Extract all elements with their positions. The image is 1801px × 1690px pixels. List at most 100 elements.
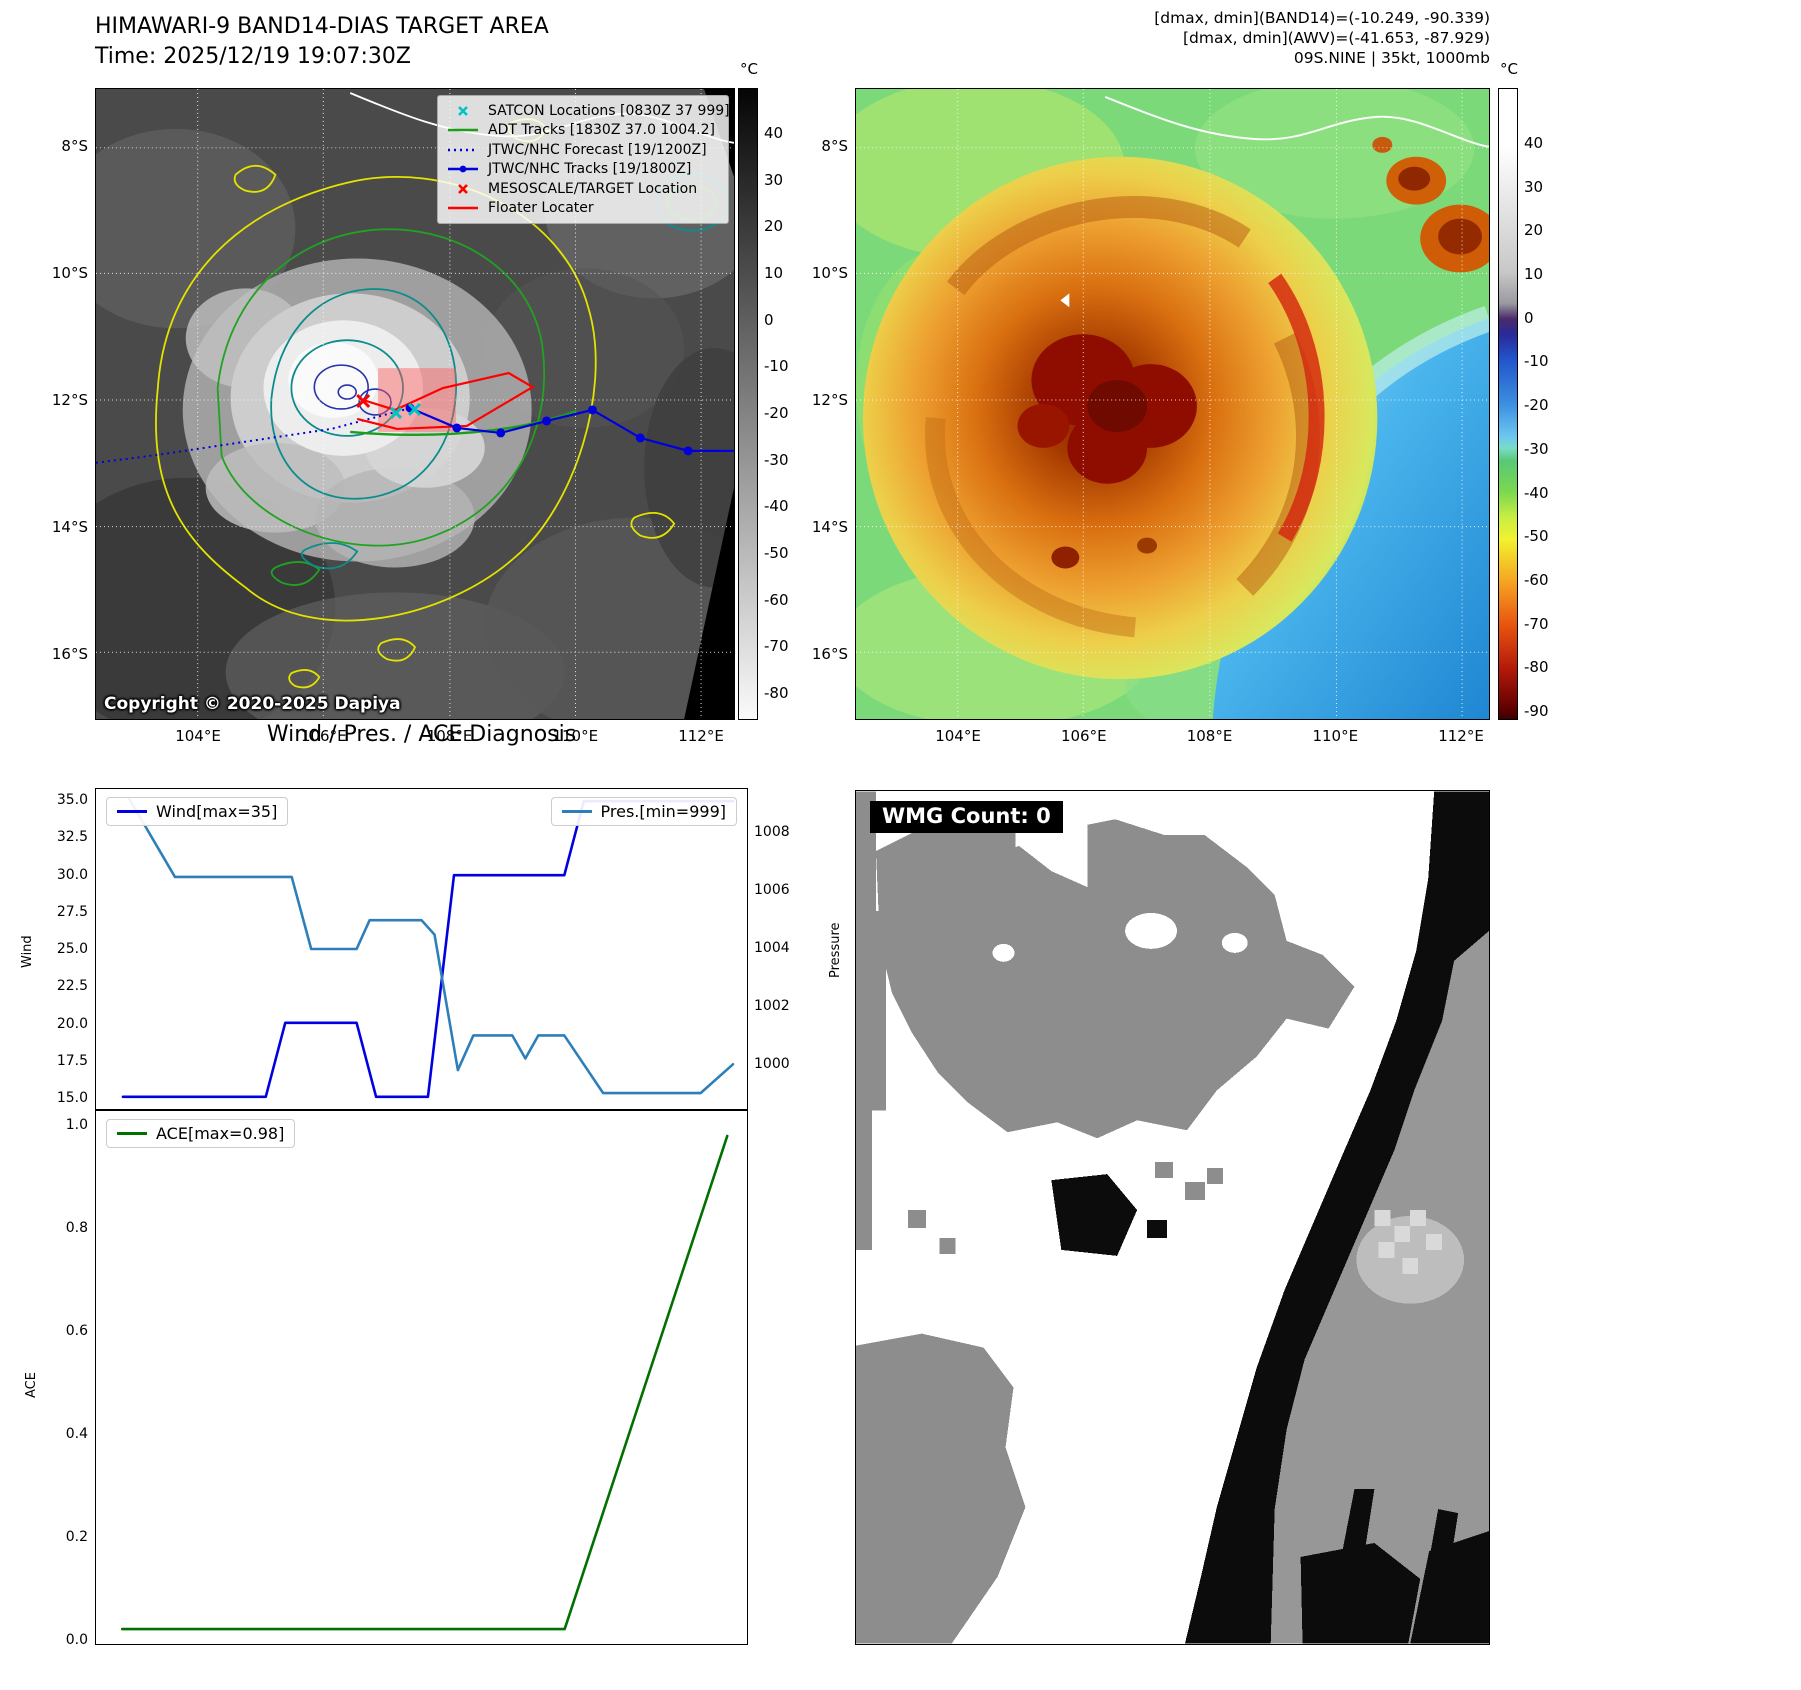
awv-colorbar-ticks: 40 30 20 10 0 -10 -20 -30 -40 -50 -60 -7… — [1524, 134, 1564, 720]
colorbar-tick: -30 — [764, 450, 789, 469]
colorbar-tick: -40 — [764, 497, 789, 516]
legend-label: ADT Tracks [1830Z 37.0 1004.2] — [488, 122, 715, 139]
colorbar-tick: -70 — [764, 637, 789, 656]
lat-tick: 14°S — [811, 518, 848, 536]
pressure-tick: 1004 — [754, 940, 790, 956]
colorbar-tick: -20 — [1524, 396, 1549, 415]
wmg-black-regions — [1051, 791, 1489, 1644]
blue-dotted-line-marker-icon — [448, 148, 478, 152]
lon-tick: 110°E — [1312, 727, 1359, 745]
lat-tick: 8°S — [821, 137, 848, 155]
lon-tick: 110°E — [552, 727, 599, 745]
legend-label: MESOSCALE/TARGET Location — [488, 180, 698, 197]
colorbar-tick: -60 — [764, 590, 789, 609]
jtwc-track — [405, 403, 734, 456]
satcon-location-marker-icon — [390, 402, 422, 420]
map-grid — [856, 89, 1489, 719]
lon-tick: 112°E — [1438, 727, 1484, 745]
wind-tick: 22.5 — [56, 978, 88, 995]
awv-header: [dmax, dmin](BAND14)=(-10.249, -90.339) … — [900, 8, 1490, 68]
wind-tick: 30.0 — [56, 866, 88, 883]
colorbar-tick: 20 — [764, 217, 784, 236]
legend-item-floater: Floater Locater — [446, 199, 720, 219]
ace-legend-label: ACE[max=0.98] — [156, 1124, 285, 1143]
colorbar-tick: -60 — [1524, 570, 1549, 589]
band14-map: SATCON Locations [0830Z 37 999] ADT Trac… — [95, 88, 735, 720]
lat-tick: 14°S — [51, 518, 88, 536]
lon-tick: 106°E — [300, 727, 347, 745]
band14-map-legend: SATCON Locations [0830Z 37 999] ADT Trac… — [437, 95, 730, 224]
awv-lat-axis: 8°S 10°S 12°S 14°S 16°S — [796, 137, 848, 663]
legend-label: JTWC/NHC Tracks [19/1800Z] — [488, 161, 692, 178]
jtwc-forecast-track — [96, 408, 408, 464]
storm-eye-marker — [1060, 293, 1070, 308]
lat-tick: 10°S — [811, 264, 848, 282]
pressure-tick: 1008 — [754, 824, 790, 840]
lon-tick: 112°E — [678, 727, 724, 745]
lat-tick: 12°S — [811, 391, 848, 409]
pressure-line-swatch-icon — [561, 810, 592, 813]
green-line-marker-icon — [448, 128, 478, 132]
coastline — [1104, 96, 1489, 148]
awv-colorbar — [1498, 88, 1518, 720]
awv-warm-land-blobs — [1372, 136, 1489, 273]
ace-chart: ACE[max=0.98] — [95, 1110, 748, 1645]
lon-tick: 104°E — [175, 727, 221, 745]
lat-tick: 10°S — [51, 264, 88, 282]
wind-line-swatch-icon — [117, 810, 147, 813]
awv-colorbar-unit: °C — [1500, 60, 1518, 78]
wind-axis-ticks: 35.0 32.5 30.0 27.5 25.0 22.5 20.0 17.5 … — [38, 792, 88, 1106]
colorbar-tick: -80 — [764, 683, 789, 702]
colorbar-tick: -90 — [1524, 701, 1549, 720]
colorbar-tick: 10 — [1524, 265, 1544, 284]
wind-tick: 15.0 — [56, 1090, 88, 1106]
lon-tick: 106°E — [1060, 727, 1107, 745]
wind-axis-label: Wind — [20, 935, 35, 968]
lat-tick: 8°S — [61, 137, 88, 155]
lat-tick: 16°S — [51, 645, 88, 663]
awv-header-band14-range: [dmax, dmin](BAND14)=(-10.249, -90.339) — [1154, 9, 1490, 27]
wind-tick: 17.5 — [56, 1052, 88, 1069]
colorbar-tick: 20 — [1524, 221, 1544, 240]
mesoscale-target-marker-icon — [356, 393, 371, 409]
ace-tick: 0.4 — [65, 1426, 88, 1442]
lon-tick: 104°E — [935, 727, 981, 745]
colorbar-tick: -80 — [1524, 658, 1549, 677]
ace-tick: 0.0 — [65, 1632, 88, 1648]
ace-tick: 0.8 — [65, 1220, 88, 1236]
wind-tick: 25.0 — [56, 941, 88, 957]
lat-tick: 16°S — [811, 645, 848, 663]
colorbar-tick: 0 — [1524, 308, 1534, 327]
band14-colorbar-unit: °C — [740, 60, 758, 78]
pressure-tick: 1002 — [754, 998, 790, 1014]
lon-tick: 108°E — [1186, 727, 1233, 745]
colorbar-tick: -40 — [1524, 483, 1549, 502]
colorbar-tick: -20 — [764, 403, 789, 422]
wmg-gray-regions — [856, 791, 1355, 1644]
wind-tick: 35.0 — [56, 792, 88, 808]
colorbar-tick: 40 — [1524, 134, 1544, 152]
wind-legend: Wind[max=35] — [106, 797, 289, 826]
wind-pressure-chart: Wind[max=35] Pres.[min=999] — [95, 788, 748, 1110]
pressure-legend-label: Pres.[min=999] — [600, 802, 726, 821]
colorbar-tick: -50 — [764, 543, 789, 562]
pressure-legend: Pres.[min=999] — [550, 797, 737, 826]
legend-item-mesoscale: MESOSCALE/TARGET Location — [446, 179, 720, 199]
wmg-image — [856, 791, 1489, 1644]
colorbar-tick: 30 — [1524, 177, 1544, 196]
awv-map — [855, 88, 1490, 720]
awv-header-storm-id: 09S.NINE | 35kt, 1000mb — [1293, 49, 1490, 67]
wind-tick: 20.0 — [56, 1015, 88, 1032]
red-x-marker-icon — [458, 183, 468, 194]
colorbar-tick: 0 — [764, 310, 774, 329]
colorbar-tick: -50 — [1524, 527, 1549, 546]
awv-header-awv-range: [dmax, dmin](AWV)=(-41.653, -87.929) — [1183, 29, 1490, 47]
ace-legend: ACE[max=0.98] — [106, 1119, 296, 1148]
colorbar-tick: 30 — [764, 170, 784, 189]
red-line-marker-icon — [448, 206, 478, 210]
wmg-count-label: WMG Count: 0 — [870, 801, 1063, 833]
pressure-axis-label: Pressure — [828, 922, 843, 978]
legend-label: SATCON Locations [0830Z 37 999] — [488, 102, 730, 119]
pressure-tick: 1006 — [754, 882, 790, 898]
colorbar-tick: 40 — [764, 124, 784, 142]
